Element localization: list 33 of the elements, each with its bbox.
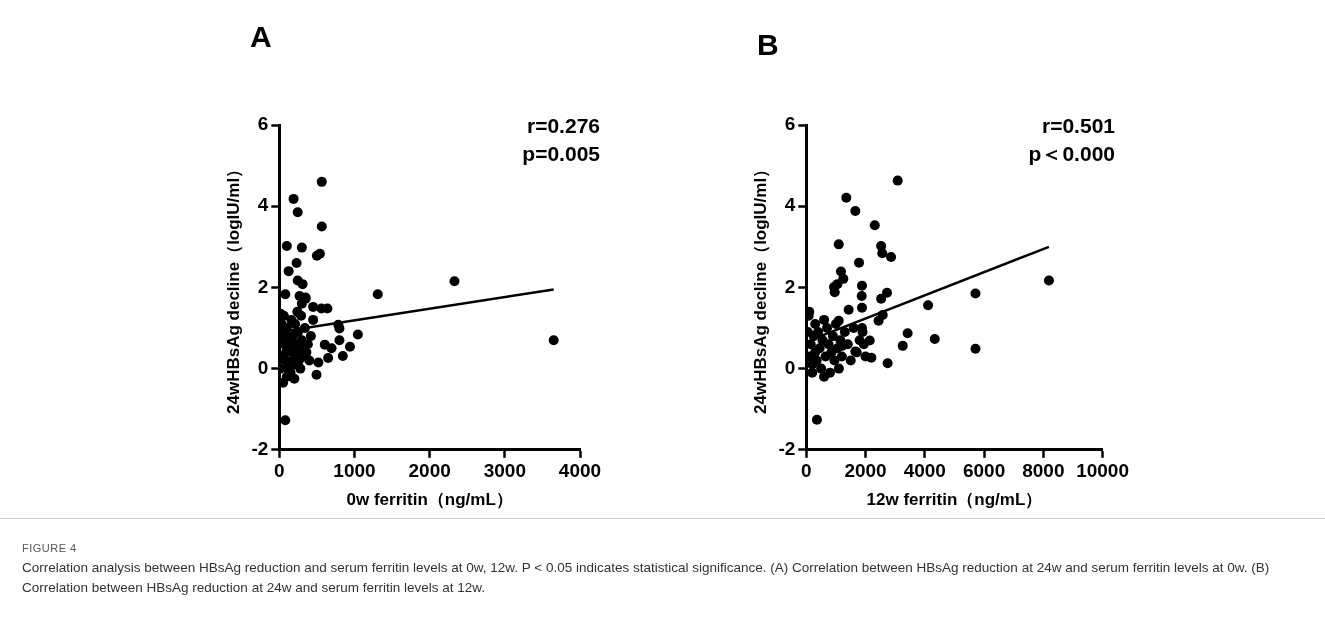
x-tick-label: 6000: [962, 460, 1006, 482]
x-tick-label: 0: [801, 460, 812, 482]
x-tick-label: 2000: [844, 460, 887, 482]
y-axis-title: 24wHBsAg decline（logIU/ml）: [750, 160, 770, 414]
annotation: r=0.501: [1041, 113, 1115, 139]
caption: FIGURE 4: [22, 541, 78, 556]
x-tick-label: 8000: [1022, 460, 1065, 482]
y-tick-label: -2: [778, 438, 796, 460]
x-tick-label: 0: [274, 460, 285, 482]
y-tick-label: 2: [257, 275, 269, 297]
x-tick-label: 4000: [558, 460, 602, 482]
y-tick-label: -2: [251, 438, 269, 460]
y-tick-label: 6: [784, 113, 796, 135]
x-axis-title: 12w ferritin（ng/mL）: [866, 490, 1043, 510]
y-tick-label: 2: [784, 275, 796, 297]
x-tick-label: 3000: [483, 460, 526, 482]
y-axis-title: 24wHBsAg decline（logIU/ml）: [223, 160, 243, 414]
y-tick-label: 6: [257, 113, 269, 135]
y-tick-label: 4: [784, 194, 796, 216]
y-tick-label: 0: [784, 356, 796, 378]
text: A: [250, 20, 272, 54]
x-tick-label: 10000: [1076, 460, 1129, 482]
text: B: [757, 28, 779, 62]
annotation: p＜0.000: [1028, 141, 1115, 167]
y-tick-label: 0: [257, 356, 269, 378]
annotation: r=0.276: [526, 113, 600, 139]
y-tick-label: 4: [257, 194, 269, 216]
x-tick-label: 4000: [903, 460, 946, 482]
x-tick-label: 2000: [408, 460, 451, 482]
x-axis-title: 0w ferritin（ng/mL）: [346, 490, 513, 510]
text: Correlation analysis between HBsAg reduction and serum ferritin levels at 0w, 12w. P < 0.05 indicates statistical significance. (A) Correlation between HBsAg reduction at 24w and serum ferritin levels at 0w. (B) Correlation between HBsAg reduction at 24w and serum ferritin levels at 12w.: [22, 559, 1271, 597]
x-tick-label: 1000: [333, 460, 376, 482]
annotation: p=0.005: [522, 141, 600, 167]
